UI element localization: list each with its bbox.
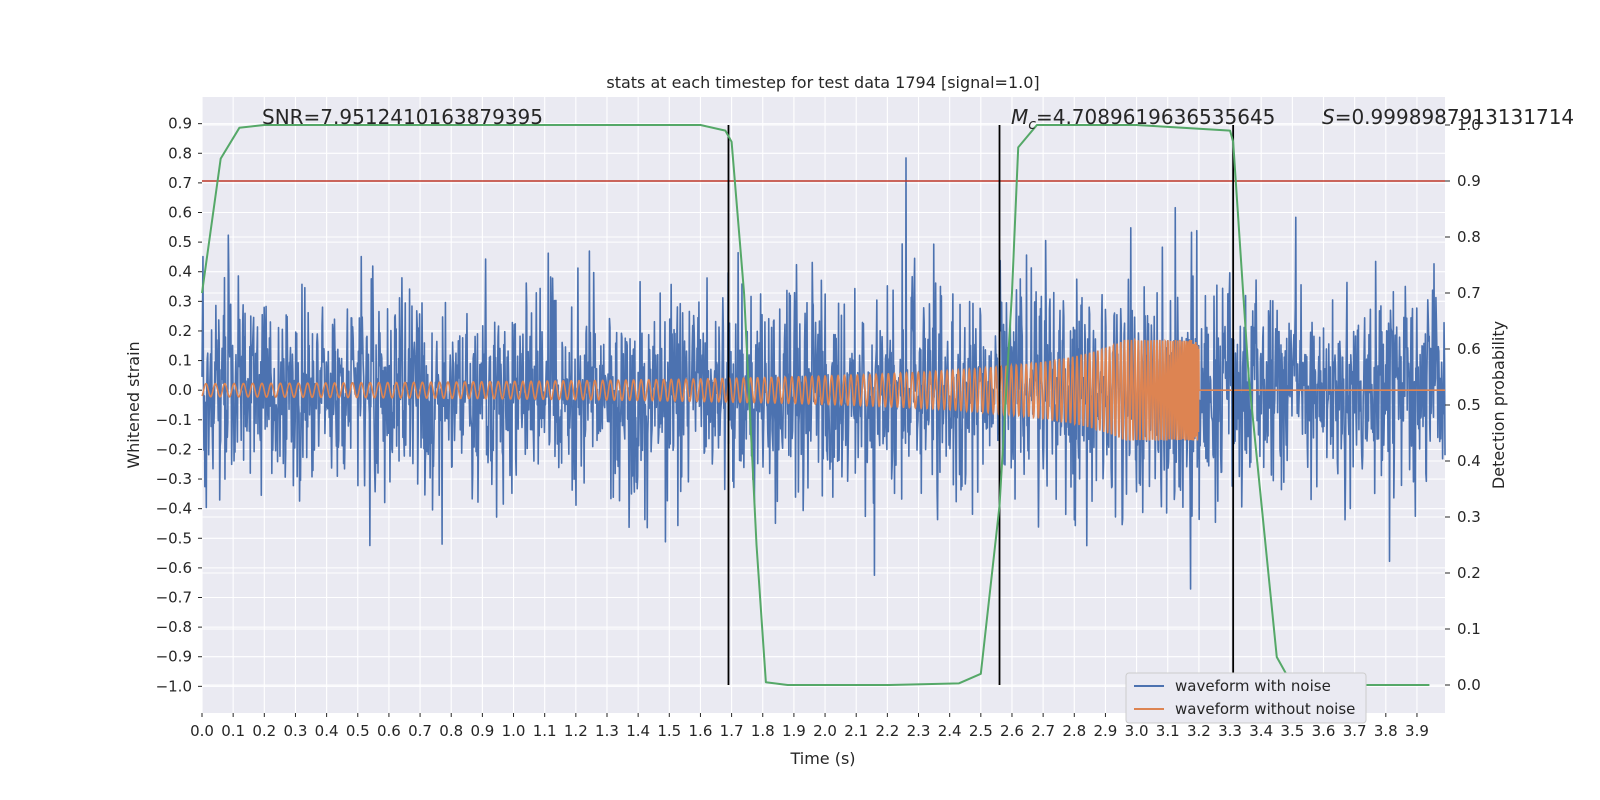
x-tick-label: 2.0	[813, 722, 837, 740]
snr-annotation: SNR=7.9512410163879395	[262, 105, 543, 129]
y2-tick-label: 0.7	[1457, 284, 1481, 302]
noise-series	[201, 157, 1446, 590]
x-tick-label: 3.1	[1156, 722, 1180, 740]
y2-tick-label: 0.6	[1457, 340, 1481, 358]
y-tick-label: 0.2	[168, 322, 192, 340]
y-tick-label: −1.0	[156, 677, 192, 695]
x-tick-label: 3.6	[1312, 722, 1336, 740]
y-tick-label: 0.8	[168, 144, 192, 162]
x-tick-label: 3.3	[1218, 722, 1242, 740]
chirp-mass-symbol: M	[1011, 105, 1028, 129]
y-tick-label: 0.7	[168, 174, 192, 192]
x-tick-label: 1.6	[689, 722, 713, 740]
chirp-mass-annotation: Mc=4.7089619636535645	[1011, 105, 1275, 133]
clean-waveform-line	[201, 337, 1445, 442]
y2-ticks: 1.0 0.9 0.8 0.7 0.6 0.5 0.4 0.3 0.2 0.1 0.0	[1445, 116, 1481, 694]
y2-tick-label: 1.0	[1457, 116, 1481, 134]
x-tick-label: 2.2	[875, 722, 899, 740]
x-tick-label: 2.5	[969, 722, 993, 740]
probability-series	[201, 124, 1430, 686]
legend-label-clean: waveform without noise	[1175, 700, 1355, 718]
chirp-mass-subscript: c	[1028, 117, 1036, 133]
x-tick-label: 0.1	[221, 722, 245, 740]
y2-tick-label: 0.1	[1457, 620, 1481, 638]
y-tick-label: 0.1	[168, 352, 192, 370]
y-tick-label: 0.9	[168, 115, 192, 133]
x-tick-label: 3.9	[1405, 722, 1429, 740]
x-tick-label: 0.9	[470, 722, 494, 740]
x-tick-label: 0.4	[315, 722, 339, 740]
noise-line	[201, 157, 1446, 590]
x-tick-label: 0.3	[284, 722, 308, 740]
y2-tick-label: 0.2	[1457, 564, 1481, 582]
chirp-mass-value: =4.7089619636535645	[1036, 105, 1275, 129]
x-tick-label: 3.0	[1125, 722, 1149, 740]
y2-tick-label: 0.0	[1457, 676, 1481, 694]
y-tick-label: 0.4	[168, 263, 192, 281]
y2-tick-label: 0.5	[1457, 396, 1481, 414]
x-axis-label: Time (s)	[789, 749, 855, 768]
legend-box	[1125, 672, 1367, 724]
y2-tick-label: 0.9	[1457, 172, 1481, 190]
y2-axis-label: Detection probability	[1489, 321, 1508, 489]
x-tick-label: 2.8	[1062, 722, 1086, 740]
y-tick-label: −0.8	[156, 618, 192, 636]
x-tick-label: 0.0	[190, 722, 214, 740]
x-tick-label: 3.4	[1249, 722, 1273, 740]
y-tick-label: −0.5	[156, 529, 192, 547]
score-annotation: S=0.9998987913131714	[1322, 105, 1574, 129]
y2-tick-label: 0.4	[1457, 452, 1481, 470]
x-tick-label: 1.7	[720, 722, 744, 740]
y-tick-label: −0.6	[156, 559, 192, 577]
x-tick-label: 1.8	[751, 722, 775, 740]
x-tick-label: 2.9	[1094, 722, 1118, 740]
x-tick-label: 0.8	[439, 722, 463, 740]
x-tick-label: 3.7	[1343, 722, 1367, 740]
x-tick-label: 2.3	[907, 722, 931, 740]
chirp-series	[201, 337, 1445, 442]
y2-tick-label: 0.8	[1457, 228, 1481, 246]
x-tick-label: 3.5	[1280, 722, 1304, 740]
vertical-lines	[727, 125, 1235, 685]
y-ticks: 0.9 0.8 0.7 0.6 0.5 0.4 0.3 0.2 0.1 0.0 −0.1 −0.2 −0…	[156, 115, 202, 695]
y-tick-label: 0.5	[168, 233, 192, 251]
x-tick-label: 1.5	[657, 722, 681, 740]
y-tick-label: −0.2	[156, 440, 192, 458]
legend-label-noise: waveform with noise	[1175, 677, 1331, 695]
score-value: =0.9998987913131714	[1335, 105, 1574, 129]
x-tick-label: 1.0	[502, 722, 526, 740]
x-ticks: 0.0 0.1 0.2 0.3 0.4 0.5 0.6 0.7 0.8 0.9 1.0 1.1 1.2 1…	[190, 713, 1429, 740]
x-tick-label: 2.4	[938, 722, 962, 740]
y-tick-label: −0.3	[156, 470, 192, 488]
x-tick-label: 3.8	[1374, 722, 1398, 740]
score-symbol: S	[1322, 105, 1335, 129]
x-tick-label: 2.7	[1031, 722, 1055, 740]
x-tick-label: 1.1	[533, 722, 557, 740]
y-tick-label: −0.1	[156, 411, 192, 429]
y-tick-label: −0.4	[156, 500, 192, 518]
x-tick-label: 2.6	[1000, 722, 1024, 740]
x-tick-label: 2.1	[844, 722, 868, 740]
y-tick-label: 0.0	[168, 381, 192, 399]
x-tick-label: 0.2	[252, 722, 276, 740]
chart-title: stats at each timestep for test data 179…	[606, 73, 1039, 92]
x-tick-label: 1.2	[564, 722, 588, 740]
detection-probability-line	[201, 124, 1430, 686]
y2-tick-label: 0.3	[1457, 508, 1481, 526]
y-axis-label: Whitened strain	[124, 341, 143, 468]
x-tick-label: 3.2	[1187, 722, 1211, 740]
x-tick-label: 0.7	[408, 722, 432, 740]
legend: waveform with noise waveform without noi…	[1125, 672, 1367, 724]
x-tick-label: 0.6	[377, 722, 401, 740]
x-tick-label: 1.3	[595, 722, 619, 740]
y-tick-label: −0.7	[156, 589, 192, 607]
y-tick-label: 0.3	[168, 292, 192, 310]
x-tick-label: 1.4	[626, 722, 650, 740]
y-tick-label: −0.9	[156, 648, 192, 666]
x-tick-label: 0.5	[346, 722, 370, 740]
x-tick-label: 1.9	[782, 722, 806, 740]
y-tick-label: 0.6	[168, 204, 192, 222]
